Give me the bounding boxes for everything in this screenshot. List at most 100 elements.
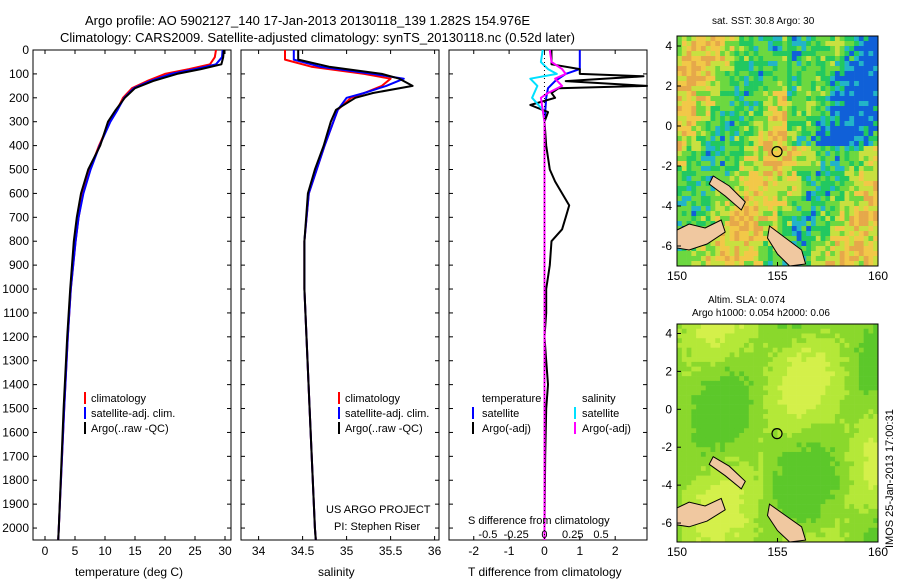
map-cell [763, 342, 769, 348]
map-cell [834, 126, 841, 132]
map-cell [806, 121, 812, 127]
map-cell [696, 41, 702, 47]
map-cell [772, 347, 778, 353]
map-cell [758, 71, 764, 77]
map-cell [796, 56, 802, 62]
map-cell [820, 166, 826, 172]
map-cell [782, 156, 788, 162]
map-cell [710, 480, 716, 486]
map-cell [873, 161, 879, 167]
map-cell [806, 96, 812, 102]
map-cell [777, 485, 783, 491]
map-cell [681, 390, 687, 396]
map-cell [700, 328, 707, 334]
map-cell [844, 241, 850, 247]
map-cell [696, 221, 702, 227]
map-cell [777, 466, 783, 472]
map-cell [834, 338, 841, 344]
map-cell [744, 251, 750, 257]
map-cell [744, 470, 750, 476]
map-cell [868, 61, 874, 67]
map-cell [772, 352, 778, 358]
map-cell [772, 186, 778, 192]
map-cell [787, 508, 793, 514]
map-cell [677, 136, 683, 142]
map-cell [811, 442, 817, 448]
map-cell [758, 480, 764, 486]
map-cell [791, 504, 797, 510]
map-cell [815, 380, 821, 386]
map-cell [844, 328, 850, 334]
map-cell [729, 106, 735, 112]
map-cell [724, 518, 730, 524]
map-cell [700, 36, 707, 42]
map-cell [830, 231, 836, 237]
map-cell [748, 176, 754, 182]
map-cell [705, 161, 711, 167]
map-cell [811, 461, 817, 467]
map-cell [863, 409, 869, 415]
map-cell [858, 216, 864, 222]
map-cell [849, 532, 855, 538]
map-cell [729, 395, 735, 401]
map-cell [748, 136, 754, 142]
map-cell [686, 447, 692, 453]
map-cell [677, 221, 683, 227]
map-cell [858, 56, 864, 62]
map-cell [791, 347, 797, 353]
map-cell [686, 81, 692, 87]
argo-position-marker [771, 146, 783, 158]
map-cell [854, 86, 860, 92]
map-cell [815, 231, 821, 237]
map-cell [820, 433, 826, 439]
map-cell [839, 518, 845, 524]
map-cell [815, 36, 821, 42]
map-cell [839, 352, 845, 358]
map-cell [767, 342, 774, 348]
map-cell [753, 66, 759, 72]
map-cell [729, 532, 735, 538]
map-cell [729, 366, 735, 372]
map-cell [715, 537, 721, 543]
map-cell [815, 347, 821, 353]
map-cell [791, 121, 797, 127]
map-cell [787, 418, 793, 424]
x-tick-label: 2 [612, 544, 619, 558]
map-cell [873, 211, 879, 217]
map-cell [772, 409, 778, 415]
map-cell [681, 324, 687, 330]
map-cell [811, 508, 817, 514]
map-cell [806, 156, 812, 162]
legend-satellite-label: satellite-adj. clim. [345, 408, 429, 420]
map-cell [744, 46, 750, 52]
map-cell [801, 241, 807, 247]
map-cell [796, 409, 802, 415]
map-cell [815, 423, 821, 429]
s-tick-label: 0.25 [562, 529, 583, 541]
map-cell [825, 236, 831, 242]
map-cell [796, 121, 802, 127]
map-cell [777, 191, 783, 197]
map-cell [705, 456, 711, 462]
map-cell [839, 347, 845, 353]
map-cell [720, 437, 726, 443]
map-cell [806, 527, 812, 533]
map-cell [834, 161, 841, 167]
map-cell [830, 66, 836, 72]
map-cell [830, 489, 836, 495]
depth-tick-label: 1100 [3, 306, 29, 320]
map-cell [858, 451, 864, 457]
map-cell [734, 489, 740, 495]
map-cell [739, 216, 745, 222]
map-cell [858, 186, 864, 192]
map-cell [696, 216, 702, 222]
map-cell [815, 342, 821, 348]
map-cell [777, 161, 783, 167]
map-cell [834, 385, 841, 391]
map-cell [820, 480, 826, 486]
map-cell [811, 352, 817, 358]
map-cell [744, 371, 750, 377]
map-cell [844, 366, 850, 372]
map-cell [782, 261, 788, 267]
map-cell [715, 324, 721, 330]
